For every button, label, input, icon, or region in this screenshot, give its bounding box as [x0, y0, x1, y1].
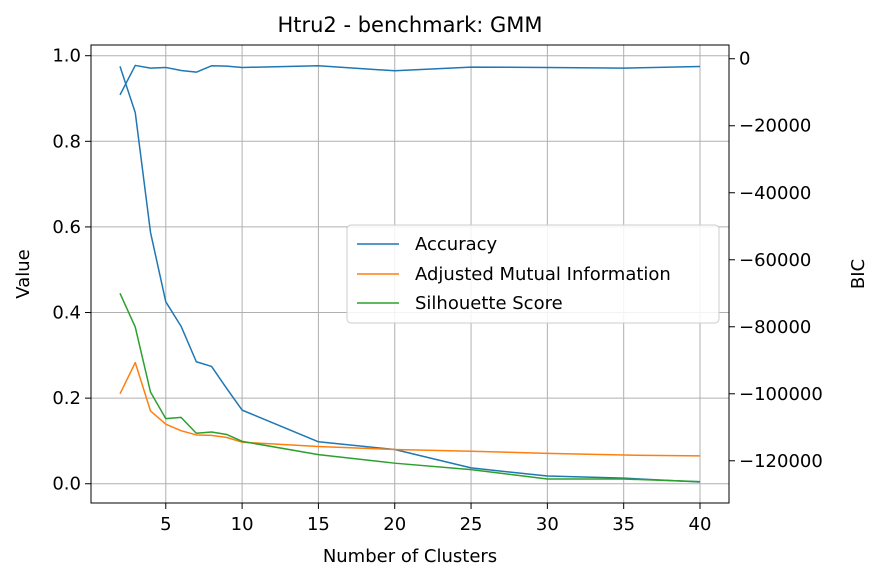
x-tick-label: 30 [536, 514, 559, 535]
x-axis-label: Number of Clusters [323, 546, 497, 567]
x-tick-label: 15 [307, 514, 330, 535]
series-lines [119, 64, 701, 483]
chart-title: Htru2 - benchmark: GMM [277, 13, 542, 37]
axis-ticks: 5 10 15 20 25 30 35 40 0.0 0.2 0.4 0.6 0.8 1.0 0 −20000… [52, 46, 822, 535]
x-tick-label: 35 [612, 514, 635, 535]
y-axis-label: Value [13, 249, 34, 298]
x-tick-label: 40 [689, 514, 712, 535]
y-tick-label: 0.8 [52, 131, 81, 152]
y-right-tick-label: −80000 [739, 317, 811, 338]
y-tick-label: 0.4 [52, 303, 81, 324]
y-right-tick-label: −100000 [739, 384, 823, 405]
legend-label-ami: Adjusted Mutual Information [415, 264, 671, 285]
series-line-bic [119, 64, 701, 96]
plot-frame [90, 44, 730, 504]
series-line-silhouette-score [119, 292, 701, 483]
series-line-accuracy [119, 66, 701, 483]
legend-box [346, 224, 720, 324]
y-right-tick-label: −20000 [739, 116, 811, 137]
legend: Accuracy Adjusted Mutual Information Sil… [346, 224, 720, 324]
y-tick-label: 1.0 [52, 46, 81, 67]
y-right-tick-label: −120000 [739, 451, 823, 472]
y-axis-right-label: BIC [848, 259, 869, 289]
y-tick-label: 0.2 [52, 388, 81, 409]
legend-label-accuracy: Accuracy [415, 234, 498, 255]
legend-label-silhouette: Silhouette Score [415, 293, 563, 314]
y-right-tick-label: 0 [739, 49, 750, 70]
x-tick-label: 25 [460, 514, 483, 535]
y-right-tick-label: −60000 [739, 250, 811, 271]
y-right-tick-label: −40000 [739, 183, 811, 204]
x-tick-label: 10 [231, 514, 254, 535]
y-tick-label: 0.0 [52, 474, 81, 495]
x-tick-label: 20 [383, 514, 406, 535]
x-tick-label: 5 [160, 514, 171, 535]
series-line-adjusted-mutual-information [119, 361, 701, 457]
y-tick-label: 0.6 [52, 217, 81, 238]
